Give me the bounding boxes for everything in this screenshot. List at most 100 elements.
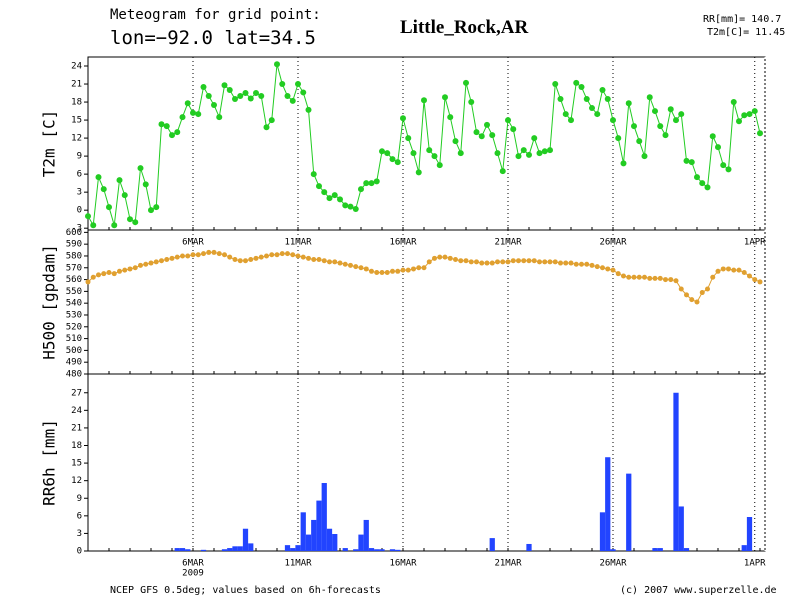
data-point <box>673 117 679 124</box>
x-tick-label: 11MAR <box>284 559 312 569</box>
bar <box>237 546 243 551</box>
bar <box>311 519 317 551</box>
data-point <box>279 251 285 257</box>
data-point <box>709 133 716 140</box>
y-tick-label: 560 <box>66 275 82 285</box>
footer-left: NCEP GFS 0.5deg; values based on 6h-fore… <box>110 585 381 596</box>
data-point <box>106 269 112 275</box>
data-point <box>562 111 569 118</box>
data-point <box>90 222 97 229</box>
header-line2: lon=−92.0 lat=34.5 <box>110 27 316 49</box>
data-point <box>116 177 123 184</box>
data-point <box>90 274 96 280</box>
data-point <box>405 267 411 273</box>
bar <box>389 549 396 551</box>
data-point <box>510 126 517 133</box>
bar <box>673 392 679 551</box>
data-point <box>138 262 143 268</box>
data-point <box>185 253 191 259</box>
data-point <box>537 259 542 265</box>
bar <box>610 549 616 551</box>
data-point <box>641 153 648 160</box>
data-point <box>148 260 154 266</box>
data-point <box>605 266 611 272</box>
data-point <box>321 258 327 264</box>
data-point <box>111 222 118 229</box>
data-point <box>437 254 443 260</box>
data-point <box>143 261 149 267</box>
data-point <box>694 174 700 181</box>
data-point <box>457 150 464 157</box>
bar <box>305 534 312 551</box>
data-point <box>253 255 259 261</box>
bar <box>652 548 658 551</box>
y-tick-label: 520 <box>66 322 82 332</box>
y-tick-label: 480 <box>66 370 82 380</box>
y-tick-label: 9 <box>77 494 82 504</box>
bar <box>295 545 301 551</box>
data-point <box>96 272 101 278</box>
data-point <box>673 278 679 284</box>
data-point <box>726 266 731 272</box>
data-point <box>184 100 191 107</box>
y-tick-label: 24 <box>71 62 82 72</box>
data-point <box>557 96 564 103</box>
data-point <box>578 84 585 91</box>
data-point <box>221 82 228 89</box>
data-point <box>263 124 270 131</box>
y-tick-label: 510 <box>66 334 82 344</box>
data-point <box>368 180 375 187</box>
data-point <box>347 203 354 210</box>
y-tick-label: 500 <box>66 346 82 356</box>
data-point <box>688 159 695 166</box>
data-point <box>736 118 742 125</box>
data-point <box>295 81 301 88</box>
data-point <box>122 267 128 273</box>
data-point <box>746 111 753 118</box>
y-tick-label: 570 <box>66 263 82 273</box>
data-point <box>190 109 196 116</box>
data-point <box>610 267 616 273</box>
data-point <box>563 260 569 266</box>
y-tick-label: 12 <box>71 134 82 144</box>
y-tick-label: 3 <box>77 188 82 198</box>
data-point <box>668 277 674 283</box>
data-point <box>589 105 595 112</box>
data-point <box>589 262 595 268</box>
data-point <box>358 186 364 193</box>
panel-frame <box>87 373 766 552</box>
data-point <box>642 274 647 280</box>
data-point <box>206 249 212 255</box>
data-point <box>678 111 685 118</box>
data-point <box>101 271 107 277</box>
data-point <box>600 265 605 271</box>
data-point <box>290 252 296 258</box>
data-point <box>216 114 223 121</box>
data-point <box>258 254 264 260</box>
data-point <box>200 84 207 91</box>
data-point <box>237 258 243 264</box>
bar <box>326 528 333 551</box>
bar <box>395 549 401 551</box>
data-point <box>416 265 422 271</box>
data-point <box>541 148 548 155</box>
data-point <box>247 95 254 102</box>
data-point <box>274 61 280 68</box>
y-tick-label: 3 <box>77 529 82 539</box>
y-tick-label: 24 <box>71 406 82 416</box>
data-point <box>736 267 742 273</box>
data-point <box>190 252 196 258</box>
data-point <box>232 96 238 103</box>
data-point <box>222 252 227 258</box>
y-tick-label: 12 <box>71 476 82 486</box>
bar <box>332 534 338 551</box>
data-point <box>153 259 159 265</box>
data-point <box>159 258 164 264</box>
data-point <box>400 267 406 273</box>
data-point <box>310 171 317 178</box>
data-point <box>85 279 91 285</box>
data-point <box>531 258 537 264</box>
data-point <box>352 205 359 212</box>
y-tick-label: 600 <box>66 228 82 238</box>
data-point <box>295 253 301 259</box>
